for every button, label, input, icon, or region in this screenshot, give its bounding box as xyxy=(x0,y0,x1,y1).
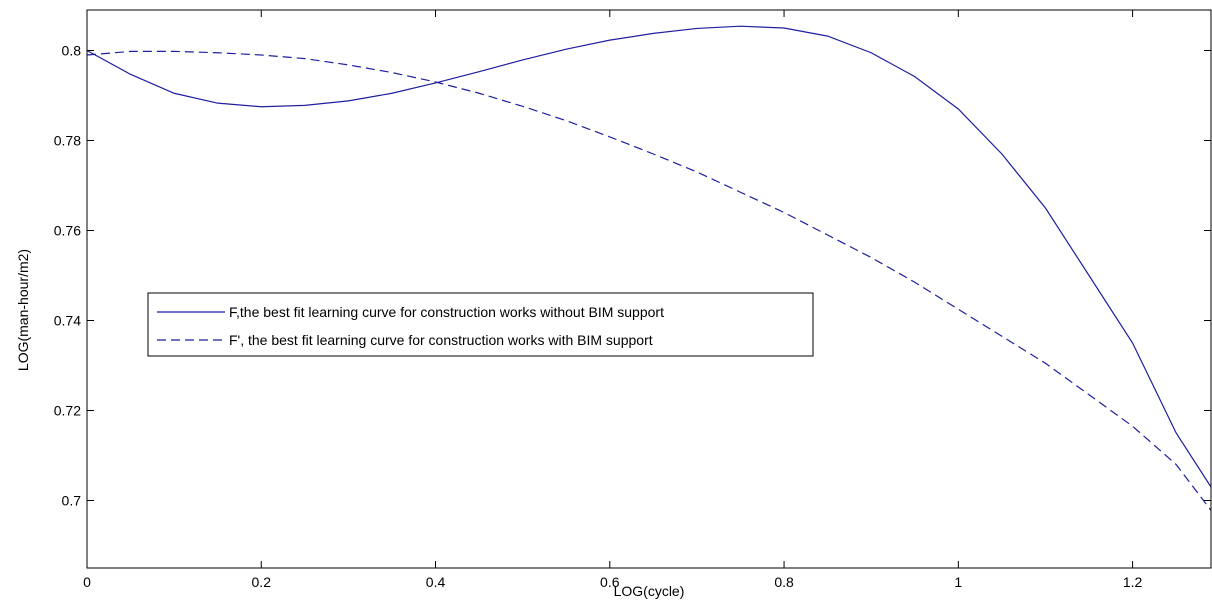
y-tick-label: 0.7 xyxy=(62,493,82,509)
series-layer xyxy=(86,25,1212,511)
legend-entry-without-bim: F,the best fit learning curve for constr… xyxy=(229,304,664,320)
x-tick-label: 1 xyxy=(954,574,962,590)
series-line-without-bim xyxy=(86,25,1212,488)
plot-area xyxy=(87,10,1211,568)
x-tick-label: 0.6 xyxy=(600,574,620,590)
x-tick-label: 1.2 xyxy=(1123,574,1143,590)
y-tick-label: 0.74 xyxy=(54,313,81,329)
x-tick-label: 0.4 xyxy=(426,574,446,590)
legend: F,the best fit learning curve for constr… xyxy=(147,292,814,357)
x-tick-label: 0 xyxy=(83,574,91,590)
x-axis-label: LOG(cycle) xyxy=(614,583,685,599)
x-tick-label: 0.8 xyxy=(774,574,794,590)
y-tick-label: 0.78 xyxy=(54,133,81,149)
legend-box xyxy=(147,292,814,357)
plot-background xyxy=(87,10,1211,568)
y-tick-label: 0.72 xyxy=(54,403,81,419)
series-line-with-bim xyxy=(86,50,1212,511)
legend-entry-with-bim: F', the best fit learning curve for cons… xyxy=(229,332,653,348)
axes-layer: 0 0.2 0.4 0.6 0.8 1 1.2 0.7 0.72 0.74 0.76 0.78 0.8 xyxy=(54,9,1212,590)
y-axis-label: LOG(man-hour/m2) xyxy=(15,249,31,371)
y-tick-label: 0.76 xyxy=(54,223,81,239)
axes-frame xyxy=(86,9,1212,569)
x-tick-label: 0.2 xyxy=(252,574,272,590)
y-tick-label: 0.8 xyxy=(62,43,82,59)
